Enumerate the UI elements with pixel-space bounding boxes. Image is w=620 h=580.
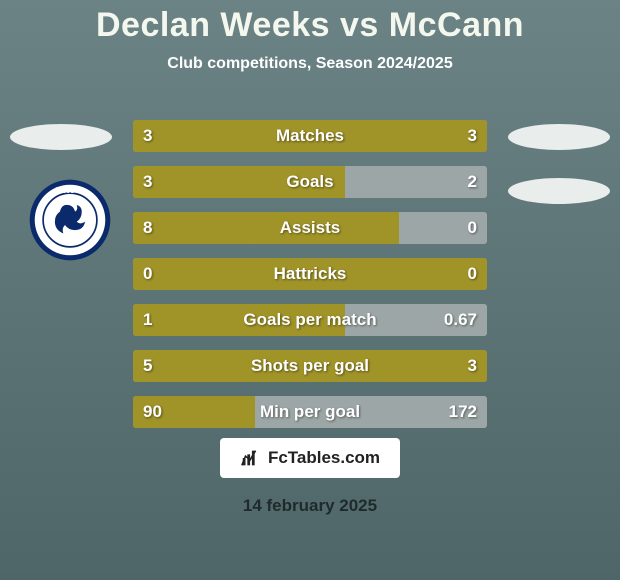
stat-row: Hattricks0 0 <box>133 258 487 290</box>
stat-row: Shots per goal5 3 <box>133 350 487 382</box>
stat-value-left: 8 <box>143 212 152 244</box>
stat-value-left: 1 <box>143 304 152 336</box>
stat-value-right: 3 <box>468 350 477 382</box>
stat-label: Goals per match <box>133 304 487 336</box>
brand-text: FcTables.com <box>268 448 380 468</box>
stat-value-right: 0 <box>468 212 477 244</box>
player-b-name: McCann <box>389 6 524 44</box>
stat-value-right: 3 <box>468 120 477 152</box>
stats-rows-container: Matches33Goals32Assists80Hattricks00Goal… <box>0 120 620 442</box>
footer-date: 14 february 2025 <box>243 496 377 516</box>
footer: FcTables.com 14 february 2025 <box>0 438 620 516</box>
stat-row: Assists8 0 <box>133 212 487 244</box>
stat-row: Matches3 3 <box>133 120 487 152</box>
stat-value-right: 2 <box>468 166 477 198</box>
subtitle: Club competitions, Season 2024/2025 <box>0 55 620 73</box>
stat-value-right: 0.67 <box>444 304 477 336</box>
stat-value-left: 3 <box>143 120 152 152</box>
vs-word: vs <box>340 6 379 44</box>
brand-badge: FcTables.com <box>220 438 400 478</box>
stat-value-right: 0 <box>468 258 477 290</box>
stat-value-left: 5 <box>143 350 152 382</box>
stat-value-left: 90 <box>143 396 162 428</box>
stat-label: Shots per goal <box>133 350 487 382</box>
content-root: Declan Weeks vs McCann Club competitions… <box>0 0 620 580</box>
stat-label: Hattricks <box>133 258 487 290</box>
stat-label: Matches <box>133 120 487 152</box>
page-title: Declan Weeks vs McCann <box>0 0 620 45</box>
stat-label: Assists <box>133 212 487 244</box>
stat-value-left: 0 <box>143 258 152 290</box>
stat-value-left: 3 <box>143 166 152 198</box>
stat-value-right: 172 <box>449 396 477 428</box>
stat-label: Min per goal <box>133 396 487 428</box>
stat-row: Goals per match1 0.67 <box>133 304 487 336</box>
stat-row: Min per goal90 172 <box>133 396 487 428</box>
player-a-name: Declan Weeks <box>96 6 330 44</box>
stat-label: Goals <box>133 166 487 198</box>
brand-chart-icon <box>240 447 262 469</box>
stat-row: Goals3 2 <box>133 166 487 198</box>
